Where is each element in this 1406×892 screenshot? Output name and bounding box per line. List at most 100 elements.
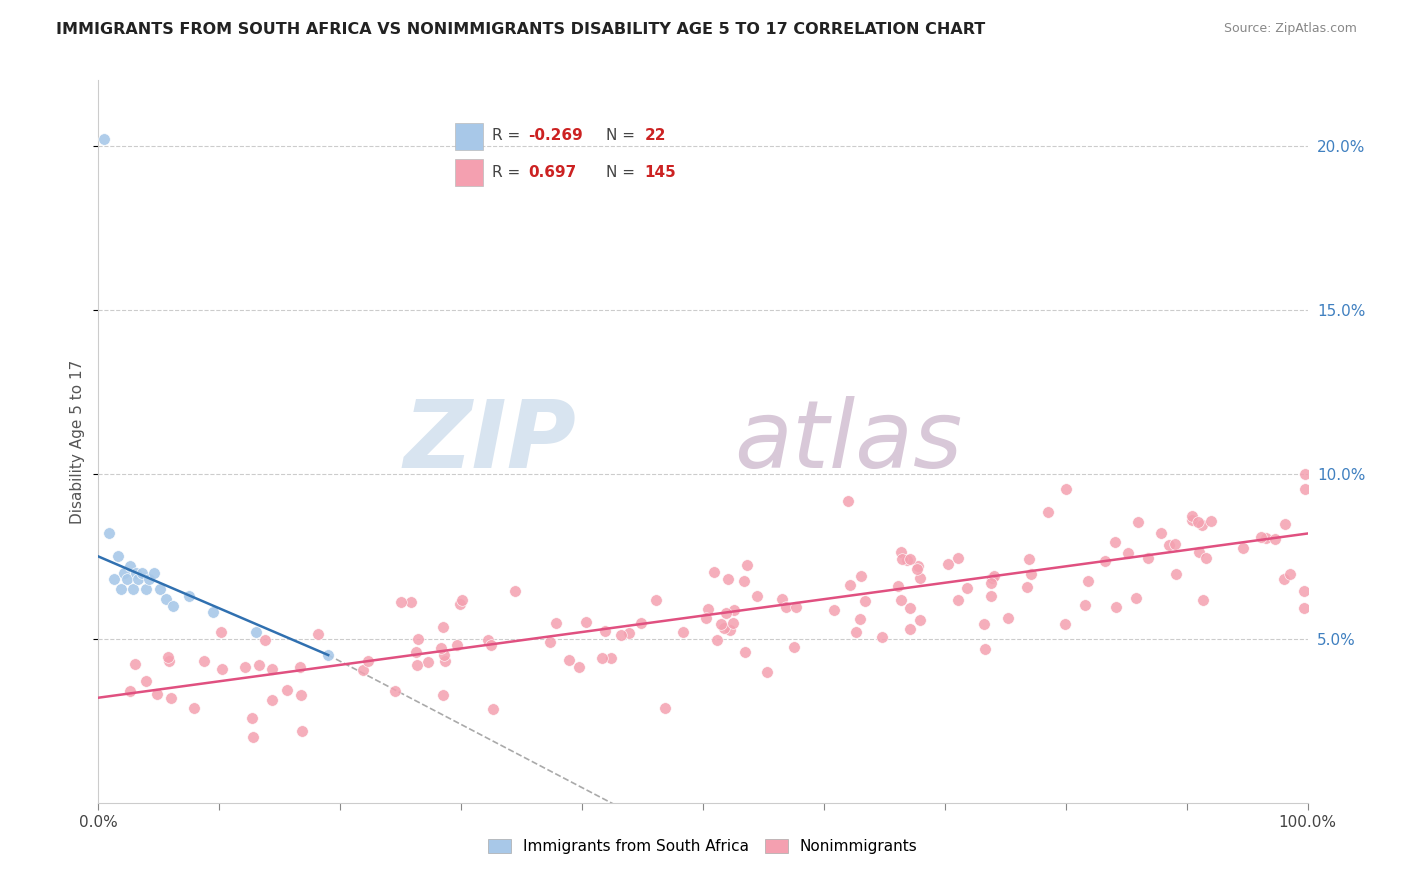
Point	[630, 616, 652, 631]
Point	[1256, 531, 1278, 545]
Point	[1053, 616, 1076, 631]
Point	[125, 566, 148, 580]
Point	[160, 691, 183, 706]
Point	[1292, 584, 1315, 599]
Text: ZIP: ZIP	[404, 395, 576, 488]
Point	[93, 132, 115, 146]
Point	[980, 589, 1002, 603]
Point	[849, 569, 872, 583]
Point	[997, 610, 1019, 624]
Point	[240, 711, 263, 725]
Point	[870, 630, 893, 644]
Point	[717, 572, 740, 586]
Point	[110, 582, 132, 597]
Text: atlas: atlas	[734, 396, 962, 487]
Point	[905, 562, 928, 576]
Point	[600, 651, 623, 665]
Point	[401, 595, 423, 609]
Text: -0.269: -0.269	[529, 128, 582, 143]
Point	[654, 701, 676, 715]
Point	[202, 605, 225, 619]
Point	[1136, 550, 1159, 565]
Point	[889, 593, 911, 607]
Point	[908, 571, 931, 585]
Point	[1054, 483, 1077, 497]
Point	[845, 625, 868, 640]
Point	[745, 589, 768, 603]
Point	[1264, 532, 1286, 546]
Point	[557, 653, 579, 667]
Text: Source: ZipAtlas.com: Source: ZipAtlas.com	[1223, 22, 1357, 36]
Point	[406, 657, 429, 672]
Point	[157, 650, 180, 665]
Point	[1181, 513, 1204, 527]
Point	[1094, 554, 1116, 568]
Point	[1294, 482, 1316, 496]
Point	[146, 687, 169, 701]
Point	[591, 651, 613, 665]
Point	[723, 603, 745, 617]
Point	[981, 571, 1004, 585]
Point	[898, 551, 921, 566]
Point	[853, 594, 876, 608]
Text: 0.697: 0.697	[529, 165, 576, 180]
Point	[1116, 546, 1139, 560]
Point	[695, 611, 717, 625]
Point	[98, 526, 121, 541]
Point	[783, 640, 806, 655]
Point	[245, 625, 267, 640]
Point	[247, 657, 270, 672]
Point	[755, 665, 778, 680]
Point	[1105, 600, 1128, 615]
Legend: Immigrants from South Africa, Nonimmigrants: Immigrants from South Africa, Nonimmigra…	[482, 833, 924, 860]
Point	[538, 635, 561, 649]
Point	[307, 626, 329, 640]
Point	[898, 601, 921, 615]
Point	[1272, 572, 1295, 586]
Point	[112, 566, 135, 580]
Point	[1164, 537, 1187, 551]
Point	[432, 619, 454, 633]
Point	[1036, 505, 1059, 519]
Point	[609, 628, 631, 642]
Point	[546, 616, 568, 631]
Point	[1232, 541, 1254, 555]
Point	[1125, 591, 1147, 606]
Point	[316, 648, 339, 662]
Point	[357, 654, 380, 668]
Point	[721, 615, 744, 630]
Point	[568, 659, 591, 673]
Point	[837, 493, 859, 508]
Point	[890, 545, 912, 559]
Point	[384, 684, 406, 698]
Text: 22: 22	[644, 128, 666, 143]
Point	[1292, 600, 1315, 615]
Point	[434, 654, 457, 668]
Point	[290, 688, 312, 702]
Point	[1191, 518, 1213, 533]
Point	[890, 551, 912, 566]
Point	[1192, 593, 1215, 607]
Point	[696, 601, 718, 615]
Point	[1250, 530, 1272, 544]
Point	[575, 615, 598, 629]
Point	[1104, 534, 1126, 549]
Point	[672, 625, 695, 640]
Point	[352, 663, 374, 677]
Point	[143, 566, 166, 580]
Point	[482, 702, 505, 716]
Point	[910, 613, 932, 627]
Point	[1294, 467, 1316, 482]
Point	[179, 589, 201, 603]
Point	[593, 624, 616, 638]
Point	[838, 578, 860, 592]
Point	[956, 581, 979, 595]
Point	[149, 582, 172, 597]
Point	[1279, 567, 1302, 582]
Point	[291, 723, 314, 738]
Point	[983, 568, 1005, 582]
Point	[118, 684, 141, 698]
Point	[733, 574, 755, 588]
Point	[946, 551, 969, 566]
Point	[1199, 514, 1222, 528]
